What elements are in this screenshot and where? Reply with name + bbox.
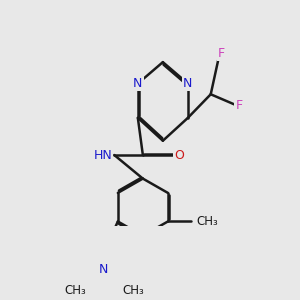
Text: N: N bbox=[99, 263, 108, 276]
Text: CH₃: CH₃ bbox=[196, 215, 218, 228]
Text: F: F bbox=[218, 47, 225, 60]
Text: CH₃: CH₃ bbox=[64, 284, 86, 297]
Text: CH₃: CH₃ bbox=[122, 284, 144, 297]
Text: HN: HN bbox=[93, 148, 112, 161]
Text: O: O bbox=[174, 148, 184, 161]
Text: F: F bbox=[236, 98, 242, 112]
Text: N: N bbox=[133, 77, 142, 90]
Text: N: N bbox=[183, 77, 193, 90]
